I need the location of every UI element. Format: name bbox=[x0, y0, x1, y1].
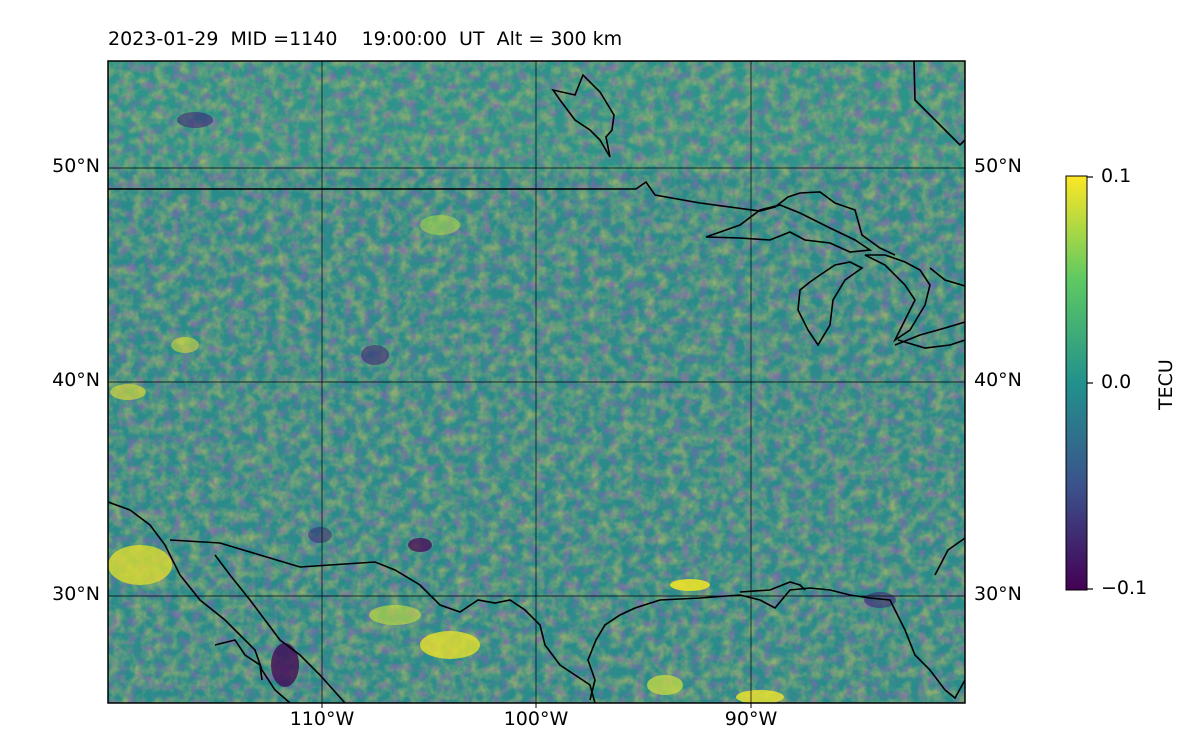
colorbar-unit-label: TECU bbox=[1155, 359, 1177, 410]
colorbar-min-label: −0.1 bbox=[1101, 577, 1148, 599]
lat-label-50-left: 50°N bbox=[52, 155, 100, 177]
graticule bbox=[108, 61, 965, 703]
tec-field bbox=[108, 61, 965, 703]
colorbar bbox=[1065, 175, 1088, 591]
lat-label-30-left: 30°N bbox=[52, 583, 100, 605]
lon-label-90w: 90°W bbox=[724, 708, 778, 730]
colorbar-max-label: 0.1 bbox=[1101, 165, 1132, 187]
lon-label-110w: 110°W bbox=[289, 708, 355, 730]
lat-label-40-right: 40°N bbox=[974, 369, 1022, 391]
lat-label-30-right: 30°N bbox=[974, 583, 1022, 605]
lon-label-100w: 100°W bbox=[503, 708, 569, 730]
axis-ticks bbox=[321, 703, 752, 708]
lat-label-50-right: 50°N bbox=[974, 155, 1022, 177]
lat-label-40-left: 40°N bbox=[52, 369, 100, 391]
coastlines bbox=[108, 61, 965, 703]
colorbar-ticks bbox=[1087, 176, 1093, 590]
colorbar-mid-label: 0.0 bbox=[1101, 371, 1132, 393]
plot-title: 2023-01-29 MID =1140 19:00:00 UT Alt = 3… bbox=[108, 28, 623, 50]
